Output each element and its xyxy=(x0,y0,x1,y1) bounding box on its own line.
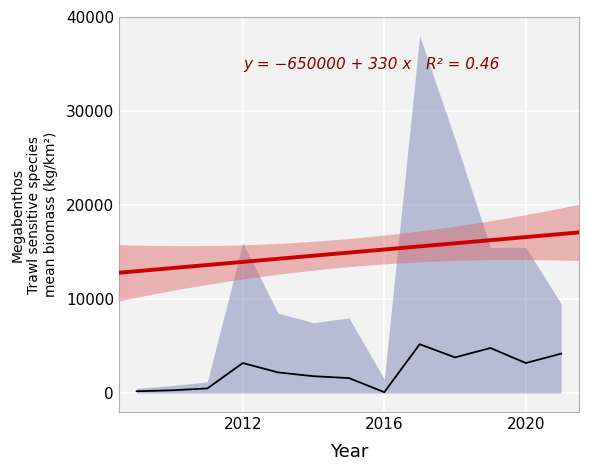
Y-axis label: Megabenthos
Trawl sensitive species
mean biomass (kg/km²): Megabenthos Trawl sensitive species mean… xyxy=(11,132,57,297)
Text: y = −650000 + 330 x   R² = 0.46: y = −650000 + 330 x R² = 0.46 xyxy=(244,57,500,72)
X-axis label: Year: Year xyxy=(330,443,368,461)
